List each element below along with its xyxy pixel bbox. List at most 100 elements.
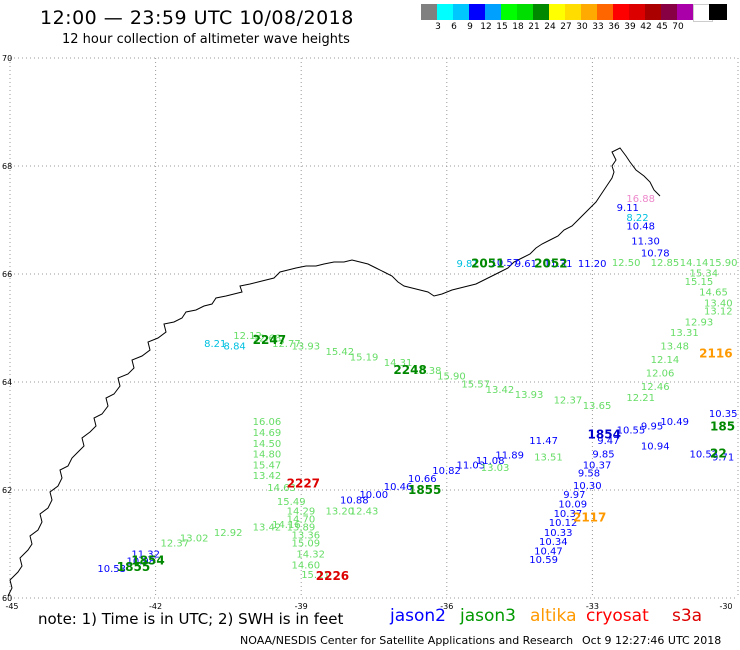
wave-height-value: 11.20 bbox=[578, 259, 607, 270]
wave-height-value: 13.93 bbox=[515, 390, 544, 401]
legend-label: 39 bbox=[624, 22, 636, 32]
wave-height-value: 10.34 bbox=[539, 537, 568, 548]
legend-swatch bbox=[597, 4, 615, 20]
wave-height-value: 15.19 bbox=[350, 352, 379, 363]
wave-height-value: 11.32 bbox=[131, 550, 160, 561]
legend-swatch bbox=[421, 4, 439, 20]
wave-height-value: 8.21 bbox=[204, 339, 226, 350]
wave-height-value: 10.33 bbox=[544, 528, 573, 539]
pass-time-label: 2248 bbox=[393, 363, 426, 377]
wave-height-value: 9.97 bbox=[563, 490, 585, 501]
wave-height-value: 11.89 bbox=[495, 451, 524, 462]
lat-label: 68 bbox=[2, 162, 12, 171]
wave-height-value: 10.59 bbox=[529, 555, 558, 566]
wave-height-value: 9.61 bbox=[515, 259, 537, 270]
legend-swatch bbox=[677, 4, 695, 20]
lon-label: -33 bbox=[586, 602, 599, 611]
wave-height-value: 11.47 bbox=[529, 436, 558, 447]
wave-height-value: 10.49 bbox=[660, 417, 689, 428]
wave-height-value: 15.57 bbox=[461, 379, 490, 390]
wave-height-value: 12.93 bbox=[685, 317, 714, 328]
wave-height-value: 9.81 bbox=[457, 259, 479, 270]
wave-height-value: 10.30 bbox=[573, 481, 602, 492]
greenland-coastline bbox=[7, 147, 661, 597]
wave-height-value: 12.77 bbox=[272, 339, 301, 350]
generation-timestamp: Oct 9 12:27:46 UTC 2018 bbox=[582, 634, 722, 647]
legend-label: 15 bbox=[496, 22, 508, 32]
mission-cryosat: cryosat bbox=[586, 606, 649, 626]
wave-height-value: 10.48 bbox=[626, 222, 655, 233]
legend-label: 3 bbox=[435, 22, 441, 32]
wave-height-value: 10.00 bbox=[359, 490, 388, 501]
wave-height-value: 10.46 bbox=[384, 482, 413, 493]
axis-labels: 70 68 66 64 62 60-45 -42 -39 -36 -33 -30 bbox=[2, 54, 733, 611]
wave-height-value: 10.82 bbox=[432, 466, 461, 477]
wave-height-value: 15.47 bbox=[253, 460, 282, 471]
wave-height-value: 11.08 bbox=[476, 456, 505, 467]
wave-height-value: 9.71 bbox=[712, 452, 734, 463]
wave-height-value: 11.31 bbox=[544, 259, 573, 270]
wave-height-value: 10.37 bbox=[583, 460, 612, 471]
pass-time-label: 185 bbox=[710, 420, 735, 434]
wave-height-value: 12.14 bbox=[651, 355, 680, 366]
wave-height-value: 13.48 bbox=[660, 342, 689, 353]
legend-label: 45 bbox=[656, 22, 668, 32]
wave-height-value: 13.93 bbox=[291, 342, 320, 353]
legend-swatch bbox=[517, 4, 535, 20]
legend-label: 21 bbox=[528, 22, 540, 32]
pass-time-label: 2116 bbox=[699, 347, 732, 361]
wave-height-value: 9.95 bbox=[641, 422, 663, 433]
wave-height-value: 15.11 bbox=[301, 570, 330, 581]
wave-height-value: 14.69 bbox=[253, 428, 282, 439]
mission-s3a: s3a bbox=[672, 606, 703, 626]
wave-height-value: 10.66 bbox=[408, 474, 437, 485]
lat-label: 60 bbox=[2, 594, 12, 603]
legend-label: 12 bbox=[480, 22, 492, 32]
pass-time-label: 1855 bbox=[408, 483, 441, 497]
wave-height-value: 14.14 bbox=[680, 258, 709, 269]
wave-height-value: 10.98 bbox=[126, 557, 155, 568]
legend-swatch bbox=[485, 4, 503, 20]
wave-height-value: 10.47 bbox=[534, 546, 563, 557]
wave-height-value: 13.42 bbox=[253, 471, 282, 482]
legend-swatch bbox=[645, 4, 663, 20]
wave-height-value: 8.22 bbox=[626, 213, 648, 224]
wave-height-value: 12.37 bbox=[160, 539, 189, 550]
pass-time-label: 2117 bbox=[573, 510, 606, 524]
wave-height-value: 13.02 bbox=[180, 533, 209, 544]
wave-height-value: 12.43 bbox=[350, 506, 379, 517]
wave-height-value: 9.85 bbox=[592, 450, 614, 461]
wave-height-value: 12.46 bbox=[641, 382, 670, 393]
pass-time-label: 1854 bbox=[131, 554, 164, 568]
credit-line: NOAA/NESDIS Center for Satellite Applica… bbox=[240, 634, 574, 647]
wave-height-value: 10.55 bbox=[617, 425, 646, 436]
wave-height-value: 13.51 bbox=[534, 452, 563, 463]
legend-label: 70 bbox=[672, 22, 684, 32]
wave-height-value: 9.11 bbox=[617, 203, 639, 214]
lat-label: 66 bbox=[2, 270, 12, 279]
lon-label: -30 bbox=[719, 602, 732, 611]
legend-swatch bbox=[581, 4, 599, 20]
mission-jason2: jason2 bbox=[390, 606, 446, 626]
wave-height-value: 12.21 bbox=[626, 393, 655, 404]
pass-time-label: 2227 bbox=[287, 476, 320, 490]
legend-swatch bbox=[533, 4, 551, 20]
wave-height-value: 13.12 bbox=[704, 307, 733, 318]
legend-label: 30 bbox=[576, 22, 588, 32]
wave-height-value: 12.85 bbox=[651, 258, 680, 269]
wave-height-value: 13.89 bbox=[287, 523, 316, 534]
legend-label: 36 bbox=[608, 22, 620, 32]
lon-label: -39 bbox=[295, 602, 308, 611]
mission-jason3: jason3 bbox=[460, 606, 516, 626]
wave-height-value: 14.31 bbox=[384, 358, 413, 369]
wave-height-value: 12.50 bbox=[612, 258, 641, 269]
wave-height-value: 13.03 bbox=[481, 463, 510, 474]
wave-height-value: 14.63 bbox=[267, 483, 296, 494]
wave-height-value: 15.38 bbox=[413, 366, 442, 377]
wave-height-value: 10.94 bbox=[641, 442, 670, 453]
legend-swatch bbox=[613, 4, 631, 20]
wave-height-value: 8.84 bbox=[224, 342, 246, 353]
lat-label: 70 bbox=[2, 54, 12, 63]
